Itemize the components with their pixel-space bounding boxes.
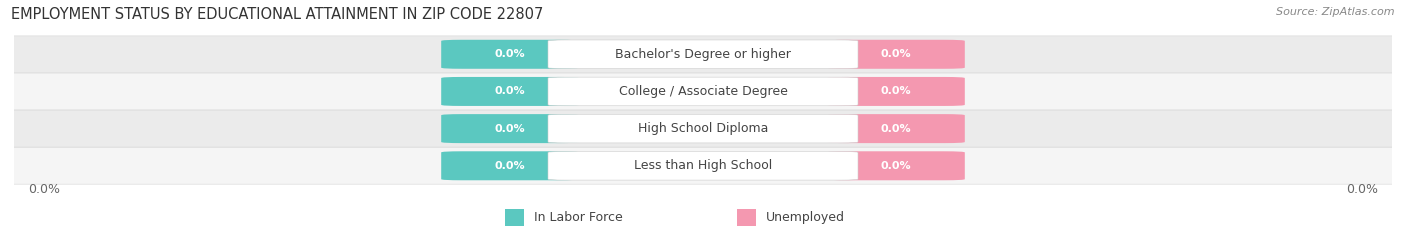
Text: Bachelor's Degree or higher: Bachelor's Degree or higher <box>614 48 792 61</box>
FancyBboxPatch shape <box>548 77 858 106</box>
FancyBboxPatch shape <box>548 114 858 143</box>
Text: 0.0%: 0.0% <box>880 161 911 171</box>
Text: 0.0%: 0.0% <box>1346 183 1378 196</box>
FancyBboxPatch shape <box>827 151 965 180</box>
FancyBboxPatch shape <box>548 151 858 180</box>
Text: Less than High School: Less than High School <box>634 159 772 172</box>
Text: 0.0%: 0.0% <box>880 86 911 96</box>
Text: 0.0%: 0.0% <box>495 49 526 59</box>
Text: College / Associate Degree: College / Associate Degree <box>619 85 787 98</box>
FancyBboxPatch shape <box>441 77 579 106</box>
FancyBboxPatch shape <box>0 36 1406 73</box>
FancyBboxPatch shape <box>548 40 858 69</box>
FancyBboxPatch shape <box>441 114 579 143</box>
Text: 0.0%: 0.0% <box>880 124 911 134</box>
Text: Unemployed: Unemployed <box>766 211 845 224</box>
FancyBboxPatch shape <box>0 73 1406 110</box>
Text: 0.0%: 0.0% <box>495 161 526 171</box>
FancyBboxPatch shape <box>827 114 965 143</box>
Text: 0.0%: 0.0% <box>880 49 911 59</box>
Text: 0.0%: 0.0% <box>495 86 526 96</box>
FancyBboxPatch shape <box>0 110 1406 147</box>
FancyBboxPatch shape <box>441 40 579 69</box>
FancyBboxPatch shape <box>827 40 965 69</box>
Text: In Labor Force: In Labor Force <box>534 211 623 224</box>
FancyBboxPatch shape <box>0 147 1406 184</box>
Text: EMPLOYMENT STATUS BY EDUCATIONAL ATTAINMENT IN ZIP CODE 22807: EMPLOYMENT STATUS BY EDUCATIONAL ATTAINM… <box>11 7 544 22</box>
Text: Source: ZipAtlas.com: Source: ZipAtlas.com <box>1277 7 1395 17</box>
FancyBboxPatch shape <box>827 77 965 106</box>
FancyBboxPatch shape <box>441 151 579 180</box>
Text: High School Diploma: High School Diploma <box>638 122 768 135</box>
Text: 0.0%: 0.0% <box>495 124 526 134</box>
Text: 0.0%: 0.0% <box>28 183 60 196</box>
